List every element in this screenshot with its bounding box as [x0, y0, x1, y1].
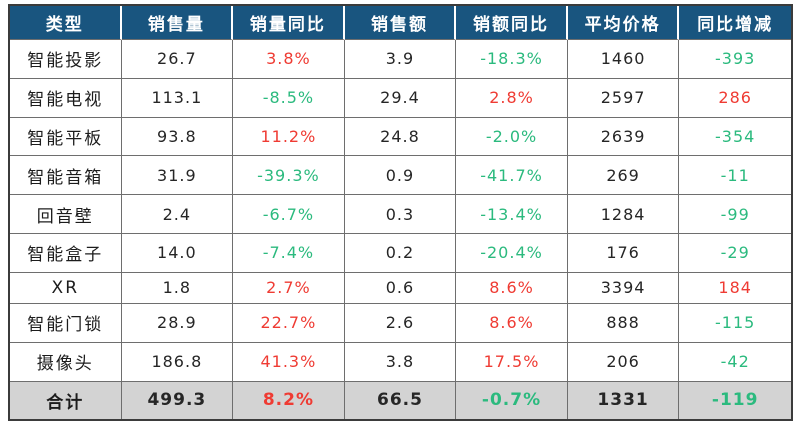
cell-sales-volume: 1.8 — [121, 272, 234, 305]
cell-avg-price: 206 — [567, 342, 680, 382]
cell-amount-yoy: -41.7% — [456, 156, 568, 196]
table-row: 回音壁 2.4 -6.7% 0.3 -13.4% 1284 -99 — [10, 195, 791, 234]
col-header-category: 类型 — [10, 6, 122, 40]
cell-avg-price: 2639 — [567, 117, 680, 157]
cell-amount-yoy: -13.4% — [456, 195, 568, 234]
cell-amount-yoy: 8.6% — [456, 272, 568, 305]
cell-category: 回音壁 — [10, 195, 122, 234]
table-row: XR 1.8 2.7% 0.6 8.6% 3394 184 — [10, 272, 791, 305]
cell-amount-yoy: 8.6% — [456, 304, 568, 343]
cell-sales-volume: 93.8 — [121, 117, 234, 157]
cell-avg-price: 1331 — [567, 381, 680, 419]
cell-sales-volume: 186.8 — [121, 342, 234, 382]
cell-yoy-change: -42 — [679, 343, 791, 382]
cell-category: 智能投影 — [10, 40, 122, 79]
cell-amount-yoy: -2.0% — [456, 117, 568, 157]
table-row: 智能投影 26.7 3.8% 3.9 -18.3% 1460 -393 — [10, 40, 791, 79]
cell-category: 智能电视 — [10, 78, 122, 118]
col-header-sales-volume: 销售量 — [121, 6, 234, 40]
cell-sales-amount: 0.6 — [344, 272, 457, 305]
cell-category: 智能盒子 — [10, 233, 122, 273]
cell-yoy-change: 184 — [679, 273, 791, 305]
cell-amount-yoy: -18.3% — [456, 40, 568, 79]
cell-sales-volume: 113.1 — [121, 78, 234, 118]
cell-sales-volume: 31.9 — [121, 156, 234, 196]
cell-category: 摄像头 — [10, 342, 122, 382]
cell-yoy-change: -115 — [679, 304, 791, 343]
cell-volume-yoy: -7.4% — [233, 233, 345, 273]
sales-statistics-table-container: 类型 销售量 销量同比 销售额 销额同比 平均价格 同比增减 智能投影 26.7… — [8, 4, 793, 421]
cell-sales-amount: 24.8 — [344, 117, 457, 157]
cell-volume-yoy: 11.2% — [233, 117, 345, 157]
cell-yoy-change: -11 — [679, 156, 791, 196]
cell-volume-yoy: 8.2% — [233, 381, 345, 419]
cell-sales-volume: 2.4 — [121, 195, 234, 234]
cell-sales-volume: 26.7 — [121, 40, 234, 79]
cell-sales-volume: 499.3 — [121, 381, 234, 419]
cell-avg-price: 176 — [567, 233, 680, 273]
table-row: 智能门锁 28.9 22.7% 2.6 8.6% 888 -115 — [10, 304, 791, 343]
table-row: 智能平板 93.8 11.2% 24.8 -2.0% 2639 -354 — [10, 117, 791, 157]
col-header-avg-price: 平均价格 — [567, 6, 680, 40]
cell-sales-volume: 14.0 — [121, 233, 234, 273]
table-row: 摄像头 186.8 41.3% 3.8 17.5% 206 -42 — [10, 342, 791, 382]
col-header-yoy-change: 同比增减 — [679, 6, 791, 40]
cell-yoy-change: 286 — [679, 79, 791, 118]
cell-sales-amount: 3.8 — [344, 342, 457, 382]
cell-amount-yoy: 17.5% — [456, 342, 568, 382]
cell-volume-yoy: 2.7% — [233, 272, 345, 305]
header-row: 类型 销售量 销量同比 销售额 销额同比 平均价格 同比增减 — [10, 6, 791, 40]
cell-category: 智能平板 — [10, 117, 122, 157]
cell-avg-price: 888 — [567, 304, 680, 343]
cell-yoy-change: -393 — [679, 40, 791, 79]
cell-yoy-change: -29 — [679, 234, 791, 273]
cell-amount-yoy: -0.7% — [456, 381, 568, 419]
cell-sales-amount: 0.3 — [344, 195, 457, 234]
cell-category: 智能门锁 — [10, 304, 122, 343]
cell-category: 智能音箱 — [10, 156, 122, 196]
col-header-sales-amount: 销售额 — [344, 6, 457, 40]
cell-avg-price: 269 — [567, 156, 680, 196]
cell-volume-yoy: -8.5% — [233, 78, 345, 118]
cell-volume-yoy: -6.7% — [233, 195, 345, 234]
table-row: 智能电视 113.1 -8.5% 29.4 2.8% 2597 286 — [10, 78, 791, 118]
cell-sales-amount: 66.5 — [344, 381, 457, 419]
cell-sales-amount: 2.6 — [344, 304, 457, 343]
cell-avg-price: 2597 — [567, 78, 680, 118]
cell-volume-yoy: 3.8% — [233, 40, 345, 79]
cell-volume-yoy: -39.3% — [233, 156, 345, 196]
cell-sales-amount: 29.4 — [344, 78, 457, 118]
cell-amount-yoy: -20.4% — [456, 233, 568, 273]
cell-avg-price: 1284 — [567, 195, 680, 234]
cell-sales-amount: 0.2 — [344, 233, 457, 273]
cell-volume-yoy: 41.3% — [233, 342, 345, 382]
table-row: 智能音箱 31.9 -39.3% 0.9 -41.7% 269 -11 — [10, 156, 791, 196]
col-header-volume-yoy: 销量同比 — [233, 6, 345, 40]
total-row: 合计 499.3 8.2% 66.5 -0.7% 1331 -119 — [10, 381, 791, 419]
cell-category: XR — [10, 272, 122, 305]
table-row: 智能盒子 14.0 -7.4% 0.2 -20.4% 176 -29 — [10, 233, 791, 273]
cell-yoy-change: -99 — [679, 195, 791, 234]
col-header-amount-yoy: 销额同比 — [456, 6, 568, 40]
cell-avg-price: 3394 — [567, 272, 680, 305]
cell-avg-price: 1460 — [567, 40, 680, 79]
cell-sales-amount: 0.9 — [344, 156, 457, 196]
cell-yoy-change: -119 — [679, 381, 791, 419]
cell-total-label: 合计 — [10, 381, 122, 419]
cell-sales-amount: 3.9 — [344, 40, 457, 79]
cell-amount-yoy: 2.8% — [456, 78, 568, 118]
sales-statistics-table: 类型 销售量 销量同比 销售额 销额同比 平均价格 同比增减 智能投影 26.7… — [10, 6, 791, 419]
cell-sales-volume: 28.9 — [121, 304, 234, 343]
cell-volume-yoy: 22.7% — [233, 304, 345, 343]
cell-yoy-change: -354 — [679, 118, 791, 157]
